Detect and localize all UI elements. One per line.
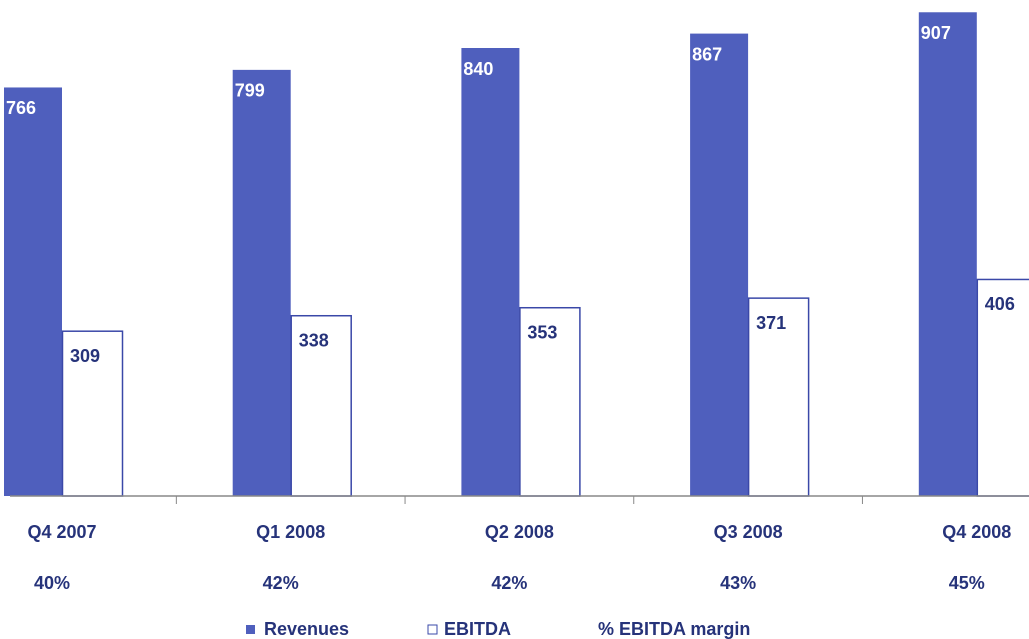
revenue-bar <box>232 69 291 496</box>
margin-label: 45% <box>949 573 985 593</box>
revenue-bar <box>4 87 62 496</box>
ebitda-label: 406 <box>985 294 1015 314</box>
margin-label: 40% <box>34 573 70 593</box>
ebitda-label: 309 <box>70 346 100 366</box>
ebitda-label: 353 <box>527 322 557 342</box>
legend-swatch <box>246 625 255 634</box>
x-tick-label: Q1 2008 <box>256 522 325 542</box>
legend-swatch <box>427 624 438 635</box>
margin-label: 42% <box>491 573 527 593</box>
x-tick-label: Q3 2008 <box>714 522 783 542</box>
ebitda-label: 338 <box>299 330 329 350</box>
revenue-bar <box>461 48 520 496</box>
ebitda-bar <box>747 297 810 497</box>
revenue-bar <box>918 12 977 497</box>
revenue-label: 799 <box>235 81 265 101</box>
revenue-bar <box>690 33 749 496</box>
x-tick-label: Q4 2008 <box>942 522 1011 542</box>
ebitda-label: 371 <box>756 313 786 333</box>
ebitda-bar <box>290 314 352 497</box>
revenue-label: 840 <box>463 59 493 79</box>
legend-label: Revenues <box>264 619 349 639</box>
legend-label: EBITDA <box>444 619 511 639</box>
x-tick-label: Q2 2008 <box>485 522 554 542</box>
revenue-label: 907 <box>921 23 951 43</box>
revenue-label: 867 <box>692 44 722 64</box>
margin-label: 42% <box>263 573 299 593</box>
x-tick-label: Q4 2007 <box>27 522 96 542</box>
ebitda-bar <box>61 330 124 497</box>
margin-label: 43% <box>720 573 756 593</box>
revenue-label: 766 <box>6 98 36 118</box>
legend-label: % EBITDA margin <box>598 619 750 639</box>
